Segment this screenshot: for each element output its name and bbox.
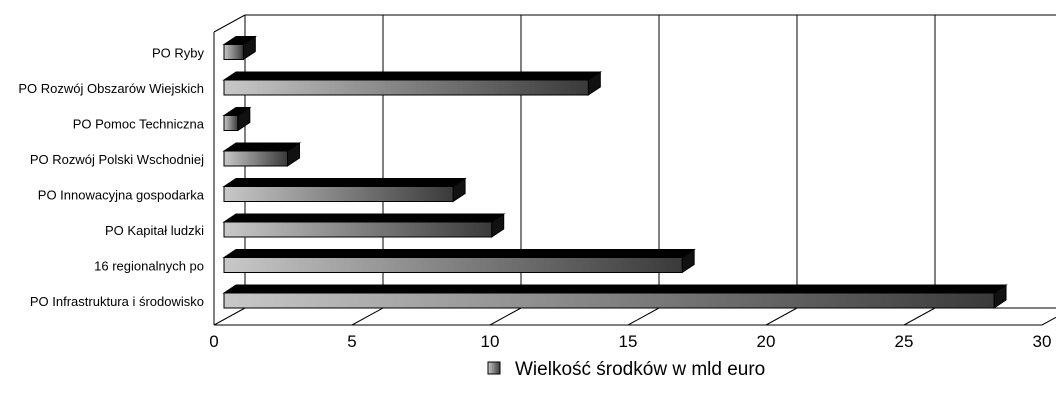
- legend-label: Wielkość środków w mld euro: [515, 359, 765, 380]
- floor-gridline: [489, 307, 522, 326]
- bar: [223, 292, 995, 309]
- bar-top-face: [222, 213, 506, 223]
- floor-gridline: [903, 307, 936, 326]
- x-tick-label: 25: [895, 332, 914, 351]
- x-tick-label: 10: [481, 332, 500, 351]
- category-label: PO Rozwój Obszarów Wiejskich: [18, 81, 204, 96]
- category-label: PO Pomoc Techniczna: [73, 117, 205, 132]
- category-label: PO Infrastruktura i środowisko: [30, 294, 204, 309]
- bar: [223, 221, 493, 238]
- bar-top-face: [222, 71, 602, 81]
- category-label: PO Rozwój Polski Wschodniej: [30, 152, 204, 167]
- category-label: PO Innowacyjna gospodarka: [38, 188, 205, 203]
- x-tick-labels: 0 5 10 15 20 25 30: [209, 332, 1051, 351]
- bar: [223, 150, 288, 167]
- bar: [223, 115, 239, 131]
- legend: Wielkość środków w mld euro: [487, 359, 765, 380]
- bar-top-face: [222, 284, 1008, 294]
- floor-gridline: [351, 307, 384, 326]
- floor-gridline: [1041, 316, 1056, 326]
- x-tick-label: 20: [757, 332, 776, 351]
- side-wall-top-edge: [213, 14, 246, 33]
- floor-gridline: [627, 307, 660, 326]
- bars: [222, 35, 1008, 309]
- category-labels: PO Infrastruktura i środowisko 16 regiona…: [18, 46, 204, 310]
- bar-top-face: [222, 142, 302, 152]
- bar: [223, 44, 244, 60]
- x-tick-label: 0: [209, 332, 218, 351]
- bar-top-face: [222, 178, 467, 187]
- gridlines: [213, 15, 1056, 326]
- bar: [223, 257, 683, 273]
- x-tick-label: 30: [1033, 332, 1052, 351]
- category-label: 16 regionalnych po: [94, 259, 204, 274]
- category-label: PO Ryby: [152, 46, 205, 61]
- x-tick-label: 5: [347, 332, 356, 351]
- bar-top-face: [222, 249, 696, 258]
- chart-frame: [213, 14, 1056, 326]
- floor-gridline: [213, 307, 246, 326]
- legend-swatch: [487, 361, 501, 375]
- x-tick-label: 15: [619, 332, 638, 351]
- bar: [223, 79, 589, 96]
- category-label: PO Kapitał ludzki: [105, 223, 204, 238]
- floor-gridline: [765, 307, 798, 326]
- bar: [223, 186, 454, 202]
